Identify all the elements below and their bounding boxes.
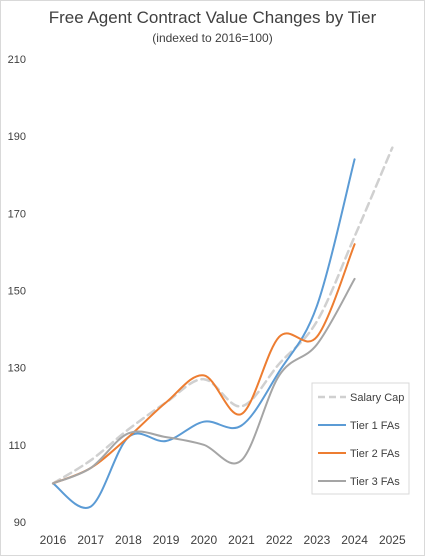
y-axis: 90 110 130 150 170 190 210: [8, 54, 26, 529]
x-tick-2021: 2021: [228, 533, 255, 547]
legend-label-tier-1-fas: Tier 1 FAs: [350, 420, 400, 432]
x-tick-2024: 2024: [341, 533, 368, 547]
y-tick-110: 110: [8, 440, 26, 452]
legend-label-salary-cap: Salary Cap: [350, 392, 404, 404]
series-line-tier-1-fas: [52, 158, 356, 509]
x-tick-2020: 2020: [190, 533, 217, 547]
y-tick-130: 130: [8, 363, 26, 375]
chart-title: Free Agent Contract Value Changes by Tie…: [48, 8, 377, 27]
y-tick-150: 150: [8, 286, 26, 298]
series-line-salary-cap: [51, 146, 394, 485]
legend-label-tier-3-fas: Tier 3 FAs: [350, 476, 400, 488]
x-tick-2017: 2017: [77, 533, 104, 547]
x-tick-2019: 2019: [153, 533, 180, 547]
y-tick-170: 170: [8, 208, 26, 220]
legend-box: [311, 382, 410, 495]
legend: Salary Cap Tier 1 FAs Tier 2 FAs Tier 3 FAs: [311, 382, 410, 495]
series-layer: [51, 146, 394, 509]
x-tick-2022: 2022: [266, 533, 293, 547]
y-tick-190: 190: [8, 131, 26, 143]
x-tick-2018: 2018: [115, 533, 142, 547]
y-tick-210: 210: [8, 54, 26, 66]
chart-subtitle: (indexed to 2016=100): [152, 31, 273, 45]
legend-label-tier-2-fas: Tier 2 FAs: [350, 448, 400, 460]
x-tick-2023: 2023: [304, 533, 331, 547]
series-line-tier-2-fas: [52, 243, 356, 485]
y-tick-90: 90: [14, 517, 26, 529]
x-tick-2025: 2025: [379, 533, 406, 547]
x-axis: 2016 2017 2018 2019 2020 2021 2022 2023 2024 2025: [40, 533, 406, 547]
x-tick-2016: 2016: [40, 533, 67, 547]
series-line-tier-3-fas: [52, 277, 356, 485]
